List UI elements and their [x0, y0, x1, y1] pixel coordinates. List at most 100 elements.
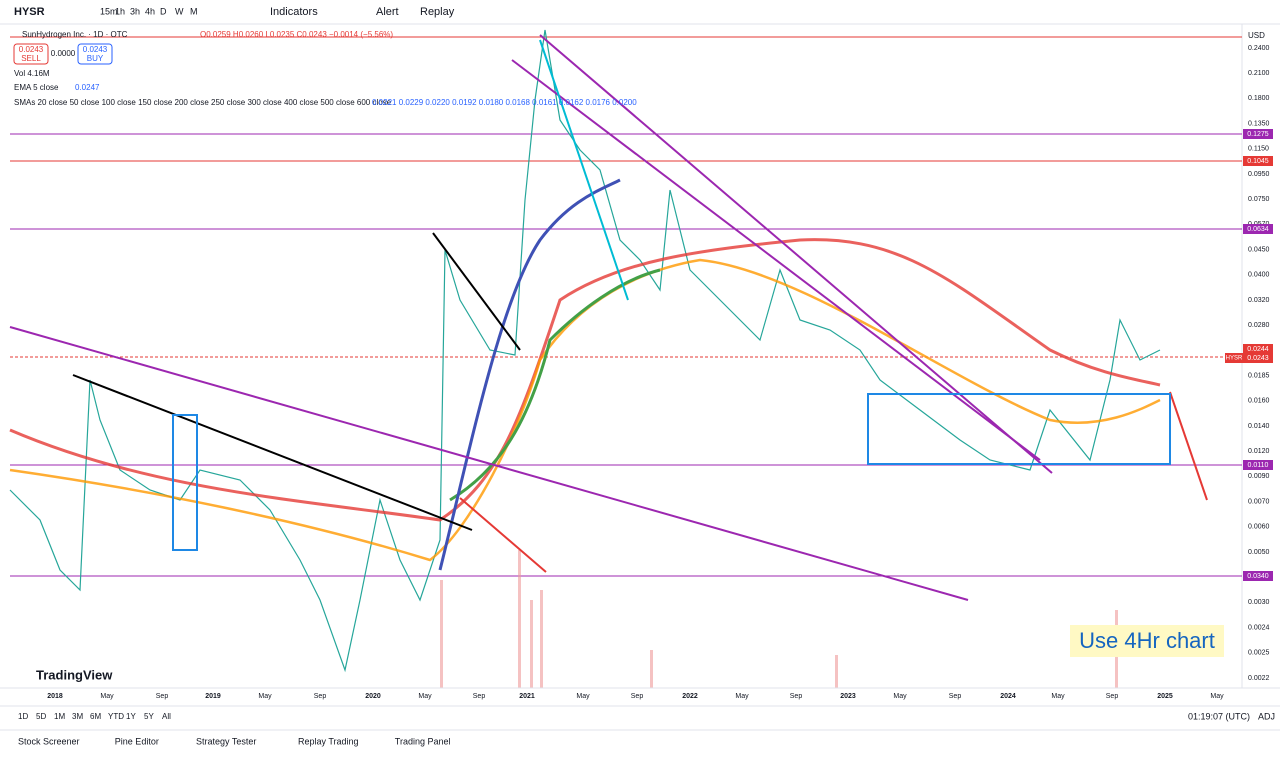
- price-badge-label: 0.1045: [1247, 158, 1269, 165]
- annotation-box: [1070, 625, 1224, 657]
- price-label: 0.2100: [1248, 70, 1270, 77]
- chart-pane: Use 4Hr chart TradingView: [9, 24, 1243, 688]
- interval[interactable]: D: [160, 6, 167, 16]
- price-badge: [1243, 460, 1273, 470]
- time-label: Sep: [631, 693, 644, 700]
- interval[interactable]: 3h: [130, 6, 140, 16]
- price-badge: [1243, 156, 1273, 166]
- interval[interactable]: M: [190, 6, 198, 16]
- price-label: 0.2400: [1248, 45, 1270, 52]
- sell-price[interactable]: 0.0243: [19, 45, 44, 54]
- range-button[interactable]: 6M: [90, 712, 101, 721]
- time-label: 2023: [840, 693, 856, 700]
- range-button[interactable]: 1Y: [126, 712, 136, 721]
- volume: Vol 4.16M: [14, 69, 50, 78]
- price-label: 0.0320: [1248, 297, 1270, 304]
- price-label: 0.0120: [1248, 448, 1270, 455]
- time-label: 2024: [1000, 693, 1016, 700]
- indicators-button[interactable]: Indicators: [270, 6, 318, 18]
- range-button[interactable]: 5Y: [144, 712, 154, 721]
- time-label: 2019: [205, 693, 221, 700]
- panel-tab[interactable]: Stock Screener: [18, 736, 80, 746]
- price-badge: [1243, 129, 1273, 139]
- price-badge-label: 0.0340: [1247, 573, 1269, 580]
- price-label: 0.0090: [1248, 473, 1270, 480]
- price-badge: [1243, 353, 1273, 363]
- time-label: Sep: [1106, 693, 1119, 700]
- price-label: 0.0950: [1248, 171, 1270, 178]
- time-label: May: [258, 693, 272, 700]
- legend: SunHydrogen Inc. · 1D · OTC O0.0259 H0.0…: [13, 30, 637, 107]
- price-label: 0.1350: [1248, 120, 1270, 127]
- price-label: 0.0185: [1248, 372, 1270, 379]
- price-label: 0.0024: [1248, 624, 1270, 631]
- sell-button[interactable]: SELL: [21, 54, 41, 63]
- interval[interactable]: 1h: [115, 6, 125, 16]
- price-badge: [1243, 344, 1273, 354]
- price-badge-label: 0.0634: [1247, 226, 1269, 233]
- buy-button[interactable]: BUY: [87, 54, 104, 63]
- price-badge: [1243, 571, 1273, 581]
- time-label: 2025: [1157, 693, 1173, 700]
- time-label: May: [735, 693, 749, 700]
- legend-title: SunHydrogen Inc. · 1D · OTC: [22, 30, 128, 39]
- price-label: 0.0400: [1248, 272, 1270, 279]
- time-label: Sep: [790, 693, 803, 700]
- price-line: [9, 29, 1161, 673]
- buy-price[interactable]: 0.0243: [83, 45, 108, 54]
- range-button[interactable]: YTD: [108, 712, 124, 721]
- price-badge-label: 0.1275: [1247, 131, 1269, 138]
- price-label: 0.0060: [1248, 524, 1270, 531]
- range-button[interactable]: 1D: [18, 712, 28, 721]
- range-button[interactable]: 1M: [54, 712, 65, 721]
- price-label: 0.0450: [1248, 246, 1270, 253]
- time-label: 2021: [519, 693, 535, 700]
- adj[interactable]: ADJ: [1258, 711, 1275, 721]
- toolbar: [0, 0, 1280, 24]
- time-label: 2020: [365, 693, 381, 700]
- price-label: 0.1800: [1248, 95, 1270, 102]
- panel-tab[interactable]: Trading Panel: [395, 736, 451, 746]
- price-label: 0.0030: [1248, 599, 1270, 606]
- range-button[interactable]: 5D: [36, 712, 46, 721]
- alert-button[interactable]: Alert: [376, 6, 399, 18]
- price-label: 0.0025: [1248, 650, 1270, 657]
- price-label: 0.0140: [1248, 423, 1270, 430]
- range-button[interactable]: 3M: [72, 712, 83, 721]
- smas: SMAs 20 close 50 close 100 close 150 clo…: [14, 98, 392, 107]
- time-label: May: [576, 693, 590, 700]
- time-label: Sep: [949, 693, 962, 700]
- time-label: 2022: [682, 693, 698, 700]
- panel-tab[interactable]: Strategy Tester: [196, 736, 256, 746]
- currency: USD: [1248, 31, 1265, 40]
- time-label: May: [100, 693, 114, 700]
- symbol-badge: [1225, 353, 1243, 363]
- price-label: 0.0022: [1248, 675, 1270, 682]
- price-badge-label: 0.0110: [1248, 462, 1269, 469]
- ohlc: O0.0259 H0.0260 L0.0235 C0.0243 −0.0014 …: [200, 30, 393, 39]
- price-badge-label: 0.0243: [1247, 355, 1269, 362]
- price-label: 0.0050: [1248, 549, 1270, 556]
- panel-tab[interactable]: Replay Trading: [298, 736, 359, 746]
- interval[interactable]: W: [175, 6, 184, 16]
- price-label: 0.0750: [1248, 196, 1270, 203]
- time-label: 2018: [47, 693, 63, 700]
- replay-button[interactable]: Replay: [420, 6, 455, 18]
- clock: 01:19:07 (UTC): [1188, 711, 1250, 721]
- price-label: 0.0280: [1248, 322, 1270, 329]
- ema: EMA 5 close: [14, 83, 59, 92]
- annotation: Use 4Hr chart: [1079, 628, 1215, 653]
- range-button[interactable]: All: [162, 712, 171, 721]
- price-label: 0.1150: [1248, 146, 1269, 153]
- interval[interactable]: 15m: [100, 6, 118, 16]
- time-label: May: [893, 693, 907, 700]
- time-label: May: [1051, 693, 1065, 700]
- symbol[interactable]: HYSR: [14, 6, 45, 18]
- sma-values: 0.0221 0.0229 0.0220 0.0192 0.0180 0.016…: [372, 98, 637, 107]
- time-label: May: [418, 693, 432, 700]
- panel-tab[interactable]: Pine Editor: [115, 736, 159, 746]
- symbol-badge-label: HYSR: [1226, 356, 1243, 362]
- time-label: Sep: [314, 693, 327, 700]
- time-label: Sep: [473, 693, 486, 700]
- interval[interactable]: 4h: [145, 6, 155, 16]
